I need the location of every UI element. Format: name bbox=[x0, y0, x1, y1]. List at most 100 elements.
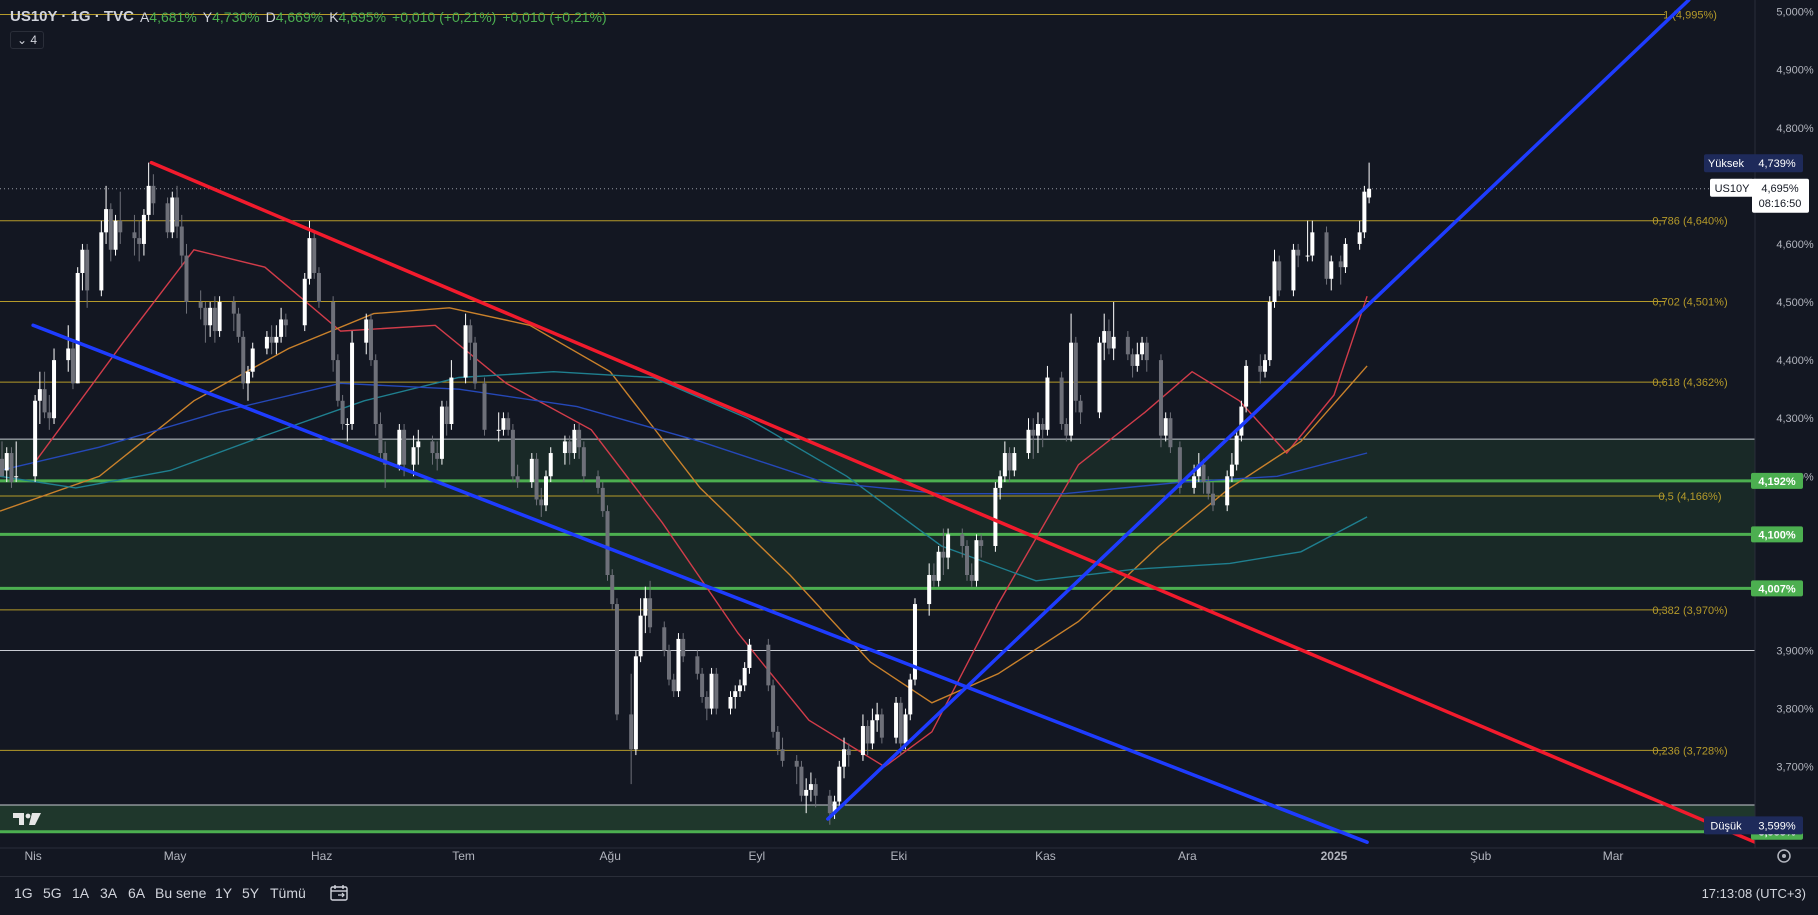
range-all-button[interactable]: Tümü bbox=[270, 885, 306, 901]
candle bbox=[411, 435, 416, 477]
candle-body bbox=[212, 307, 217, 332]
candle bbox=[695, 650, 700, 680]
candle-body bbox=[572, 429, 577, 454]
candle bbox=[501, 412, 506, 436]
candle bbox=[80, 243, 85, 291]
range-1a-button[interactable]: 1A bbox=[72, 885, 90, 901]
change-value: +0,010 (+0,21%) bbox=[392, 8, 497, 25]
range-ytd-button[interactable]: Bu sene bbox=[155, 885, 207, 901]
candle-body bbox=[14, 476, 19, 478]
indicators-toggle-button[interactable]: ⌄ 4 bbox=[10, 31, 45, 49]
candle-body bbox=[245, 371, 250, 384]
candle bbox=[1206, 476, 1211, 500]
range-5y-button[interactable]: 5Y bbox=[242, 885, 260, 901]
candle-body bbox=[1277, 261, 1282, 291]
candle-body bbox=[633, 656, 638, 750]
candle bbox=[1362, 185, 1367, 239]
candle-body bbox=[1040, 424, 1045, 430]
candle bbox=[208, 302, 213, 337]
candle-body bbox=[0, 458, 4, 477]
candle-body bbox=[198, 302, 203, 308]
clock-timezone[interactable]: 17:13:08 (UTC+3) bbox=[1701, 886, 1806, 901]
range-6a-button[interactable]: 6A bbox=[128, 885, 146, 901]
candle bbox=[567, 435, 572, 465]
candle-body bbox=[316, 272, 321, 303]
candle bbox=[217, 296, 222, 337]
candle-body bbox=[416, 441, 421, 448]
candle-body bbox=[614, 604, 619, 715]
candle-body bbox=[279, 319, 284, 337]
candle-body bbox=[104, 209, 109, 233]
candle bbox=[979, 534, 984, 558]
candle-body bbox=[85, 249, 90, 291]
candle bbox=[1007, 447, 1012, 483]
candle-body bbox=[742, 667, 747, 686]
candle-body bbox=[581, 447, 586, 477]
candle-body bbox=[529, 458, 534, 483]
candle bbox=[302, 272, 307, 332]
candle-body bbox=[1002, 453, 1007, 477]
candle bbox=[1201, 458, 1206, 494]
range-3a-button[interactable]: 3A bbox=[100, 885, 118, 901]
candle bbox=[742, 662, 747, 692]
candle bbox=[1277, 255, 1282, 297]
candle-body bbox=[1130, 354, 1135, 366]
candle bbox=[1343, 238, 1348, 273]
candle bbox=[42, 371, 47, 419]
symbol-title[interactable]: US10Y · 1G · TVC bbox=[10, 8, 134, 25]
candle-body bbox=[203, 307, 208, 326]
candle-body bbox=[37, 389, 42, 401]
candle-body bbox=[132, 232, 137, 239]
low-tag-value: 3,599% bbox=[1758, 820, 1796, 832]
candle-body bbox=[1045, 377, 1050, 430]
candle bbox=[70, 342, 75, 390]
candle bbox=[99, 220, 104, 297]
settings-gear-icon[interactable] bbox=[1777, 849, 1791, 863]
range-1g-button[interactable]: 1G bbox=[14, 885, 33, 901]
candle-body bbox=[1111, 336, 1116, 349]
close-label: K bbox=[329, 8, 339, 25]
candle-body bbox=[1272, 261, 1277, 303]
candle bbox=[842, 737, 847, 779]
gear-center bbox=[1782, 854, 1786, 858]
candle bbox=[350, 331, 355, 430]
candle-body bbox=[80, 249, 85, 273]
support-zones bbox=[0, 439, 1755, 832]
candle bbox=[837, 760, 842, 808]
candle-body bbox=[870, 720, 875, 744]
low-label: D bbox=[265, 8, 276, 25]
candle bbox=[1296, 243, 1301, 268]
candle-body bbox=[307, 238, 312, 279]
candle bbox=[648, 580, 653, 634]
time-tick-label: Şub bbox=[1470, 849, 1492, 863]
candle bbox=[1012, 447, 1017, 477]
candle bbox=[581, 441, 586, 483]
candle-body bbox=[184, 255, 189, 303]
candle bbox=[870, 708, 875, 750]
candle-body bbox=[946, 534, 951, 558]
candle bbox=[1045, 365, 1050, 436]
candle-body bbox=[118, 220, 123, 233]
calendar-icon[interactable] bbox=[329, 883, 349, 903]
range-5g-button[interactable]: 5G bbox=[43, 885, 62, 901]
candle bbox=[808, 772, 813, 802]
candle bbox=[700, 667, 705, 703]
candle-body bbox=[165, 203, 170, 233]
candle-body bbox=[610, 575, 615, 605]
candle bbox=[941, 528, 946, 576]
time-axis: Nis May Haz Tem Ağu Eyl Eki Kas Ara 2025 Şub Mar bbox=[0, 847, 1818, 863]
candle-body bbox=[1177, 447, 1182, 488]
range-1y-button[interactable]: 1Y bbox=[215, 885, 233, 901]
symbol-legend: US10Y · 1G · TVC A4,681% Y4,730% D4,669%… bbox=[10, 8, 607, 25]
candle-body bbox=[1102, 331, 1107, 343]
candle bbox=[832, 795, 837, 819]
candle-body bbox=[175, 197, 180, 227]
candle bbox=[1210, 482, 1215, 512]
tradingview-logo-icon[interactable] bbox=[13, 811, 43, 827]
chevron-down-icon: ⌄ bbox=[17, 33, 28, 47]
candle-body bbox=[842, 749, 847, 767]
candle bbox=[1163, 412, 1168, 442]
candle bbox=[1310, 220, 1315, 262]
